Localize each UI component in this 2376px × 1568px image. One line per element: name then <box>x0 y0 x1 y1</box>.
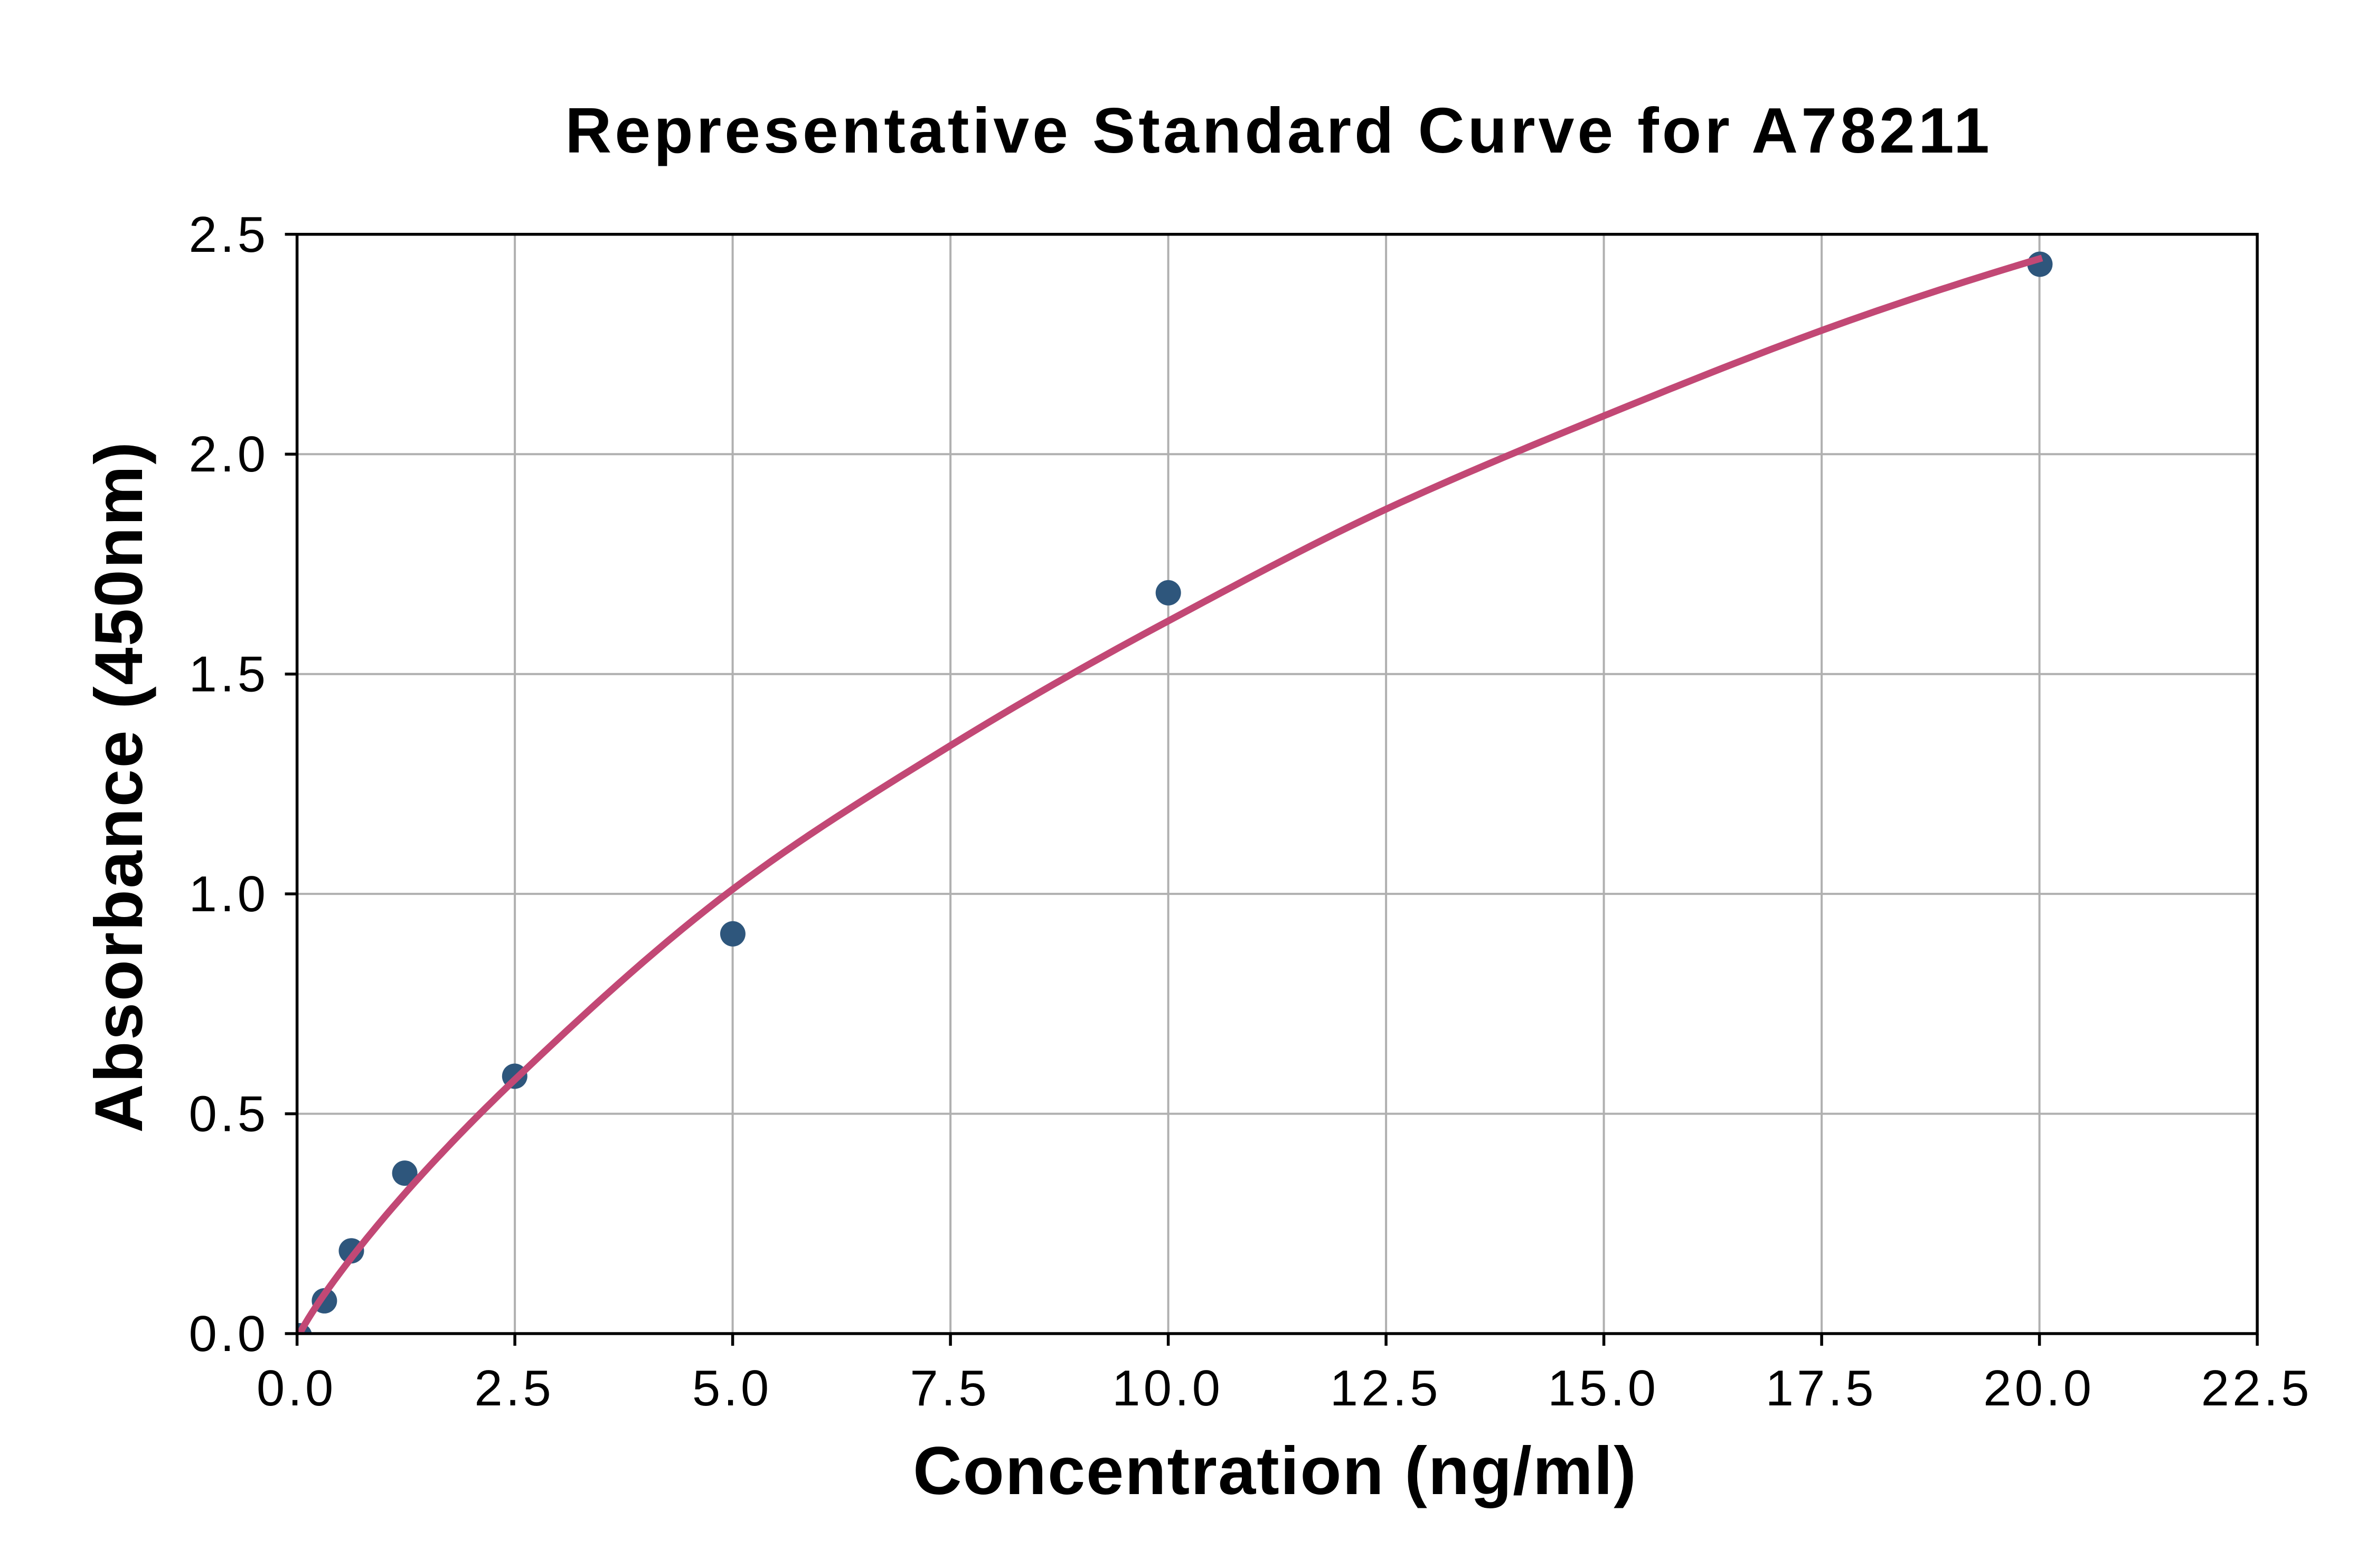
svg-text:1.0: 1.0 <box>189 866 269 922</box>
svg-text:2.0: 2.0 <box>189 426 269 483</box>
svg-text:22.5: 22.5 <box>2201 1360 2313 1416</box>
svg-text:Representative Standard Curve: Representative Standard Curve for A78211 <box>565 95 1993 166</box>
svg-text:2.5: 2.5 <box>189 206 269 263</box>
svg-text:7.5: 7.5 <box>910 1360 989 1416</box>
svg-text:10.0: 10.0 <box>1112 1360 1223 1416</box>
svg-text:Absorbance (450nm): Absorbance (450nm) <box>81 440 157 1132</box>
svg-text:0.0: 0.0 <box>257 1360 336 1416</box>
svg-text:17.5: 17.5 <box>1766 1360 1877 1416</box>
svg-text:0.0: 0.0 <box>189 1306 269 1362</box>
svg-text:1.5: 1.5 <box>189 646 269 703</box>
svg-text:12.5: 12.5 <box>1330 1360 1441 1416</box>
svg-text:5.0: 5.0 <box>692 1360 772 1416</box>
svg-text:20.0: 20.0 <box>1983 1360 2095 1416</box>
svg-text:15.0: 15.0 <box>1548 1360 1659 1416</box>
svg-text:Concentration (ng/ml): Concentration (ng/ml) <box>913 1433 1637 1509</box>
svg-text:0.5: 0.5 <box>189 1086 269 1142</box>
svg-text:2.5: 2.5 <box>474 1360 554 1416</box>
